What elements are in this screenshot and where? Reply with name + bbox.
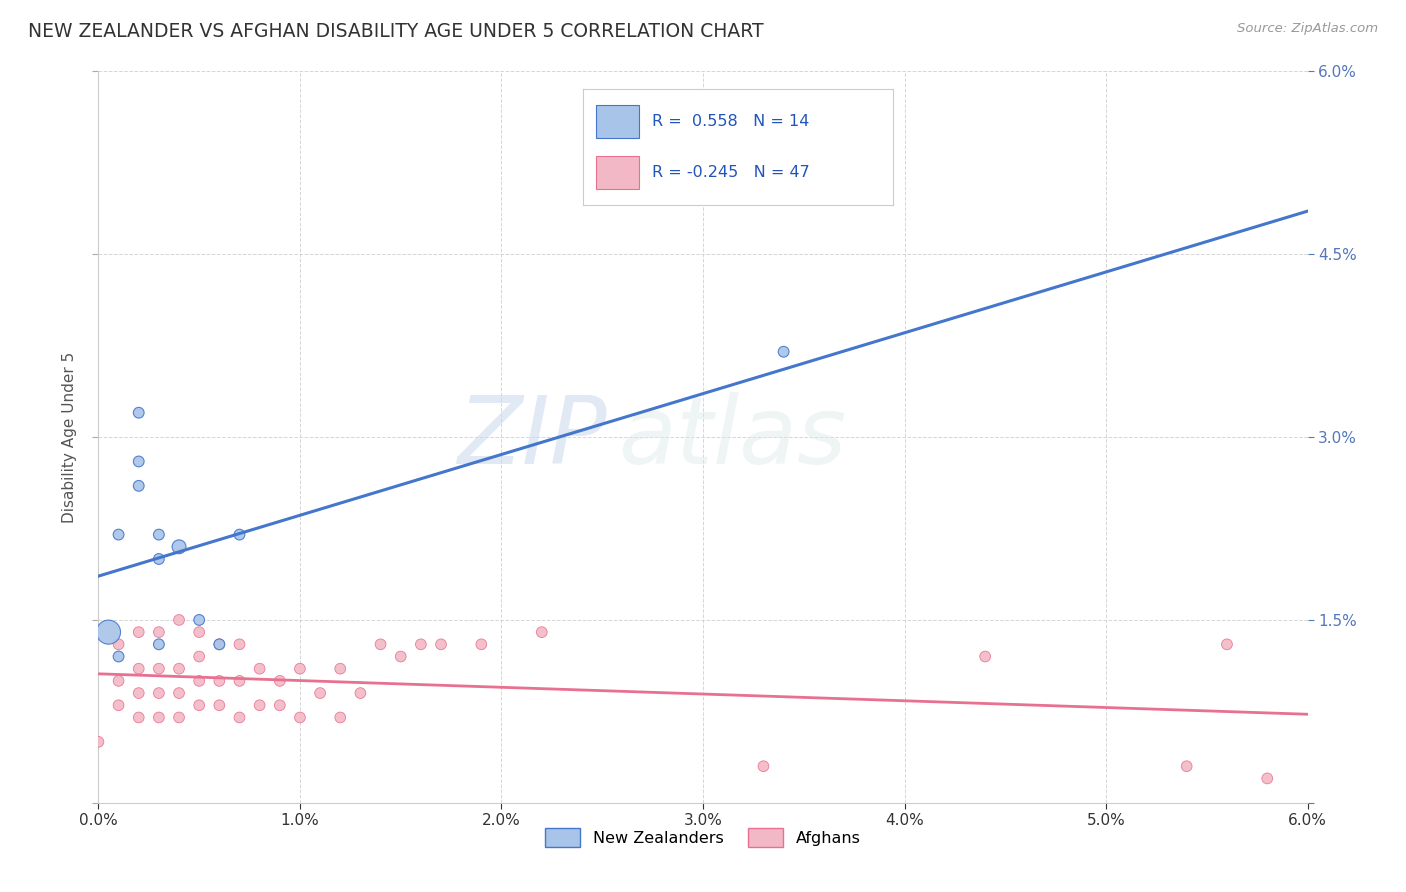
Point xyxy=(430,637,453,651)
Point xyxy=(269,673,291,688)
Point xyxy=(148,625,170,640)
Point xyxy=(107,637,129,651)
Point xyxy=(974,649,997,664)
Point xyxy=(188,625,211,640)
Point xyxy=(1175,759,1198,773)
Point xyxy=(409,637,432,651)
Y-axis label: Disability Age Under 5: Disability Age Under 5 xyxy=(62,351,77,523)
Point xyxy=(370,637,392,651)
Point xyxy=(329,710,352,724)
Point xyxy=(148,527,170,541)
Point xyxy=(1256,772,1278,786)
Point xyxy=(1216,637,1239,651)
Point xyxy=(349,686,371,700)
Point xyxy=(107,649,129,664)
Bar xyxy=(596,105,640,138)
Point xyxy=(249,662,271,676)
Text: atlas: atlas xyxy=(619,392,846,483)
Point xyxy=(128,479,150,493)
Text: ZIP: ZIP xyxy=(457,392,606,483)
Point xyxy=(288,710,311,724)
Point xyxy=(249,698,271,713)
Point xyxy=(208,698,231,713)
Point xyxy=(208,673,231,688)
Point xyxy=(128,710,150,724)
Point xyxy=(97,625,120,640)
Point xyxy=(752,759,775,773)
Point xyxy=(148,686,170,700)
Point xyxy=(128,662,150,676)
Point xyxy=(470,637,492,651)
Point xyxy=(148,710,170,724)
Point xyxy=(167,662,190,676)
Bar xyxy=(596,156,640,189)
Point xyxy=(228,710,250,724)
Point xyxy=(188,698,211,713)
Point xyxy=(128,454,150,468)
Point xyxy=(167,540,190,554)
Text: R =  0.558   N = 14: R = 0.558 N = 14 xyxy=(651,114,808,129)
Point xyxy=(148,662,170,676)
Point xyxy=(309,686,332,700)
Point xyxy=(228,673,250,688)
Point xyxy=(208,637,231,651)
Point xyxy=(228,527,250,541)
Point xyxy=(208,637,231,651)
Point xyxy=(148,552,170,566)
Point xyxy=(167,710,190,724)
Point xyxy=(128,686,150,700)
Point xyxy=(329,662,352,676)
Point xyxy=(269,698,291,713)
Point xyxy=(107,698,129,713)
Text: NEW ZEALANDER VS AFGHAN DISABILITY AGE UNDER 5 CORRELATION CHART: NEW ZEALANDER VS AFGHAN DISABILITY AGE U… xyxy=(28,22,763,41)
Point xyxy=(188,673,211,688)
Text: Source: ZipAtlas.com: Source: ZipAtlas.com xyxy=(1237,22,1378,36)
Point xyxy=(128,406,150,420)
Point xyxy=(128,625,150,640)
Point xyxy=(772,344,794,359)
Point xyxy=(148,637,170,651)
Point xyxy=(107,673,129,688)
Point xyxy=(107,527,129,541)
Point xyxy=(188,649,211,664)
Point xyxy=(389,649,412,664)
Point xyxy=(228,637,250,651)
Point xyxy=(167,613,190,627)
Point xyxy=(167,686,190,700)
Legend: New Zealanders, Afghans: New Zealanders, Afghans xyxy=(538,822,868,854)
Point xyxy=(188,613,211,627)
Point xyxy=(288,662,311,676)
Point xyxy=(87,735,110,749)
Point xyxy=(530,625,553,640)
Text: R = -0.245   N = 47: R = -0.245 N = 47 xyxy=(651,165,810,180)
